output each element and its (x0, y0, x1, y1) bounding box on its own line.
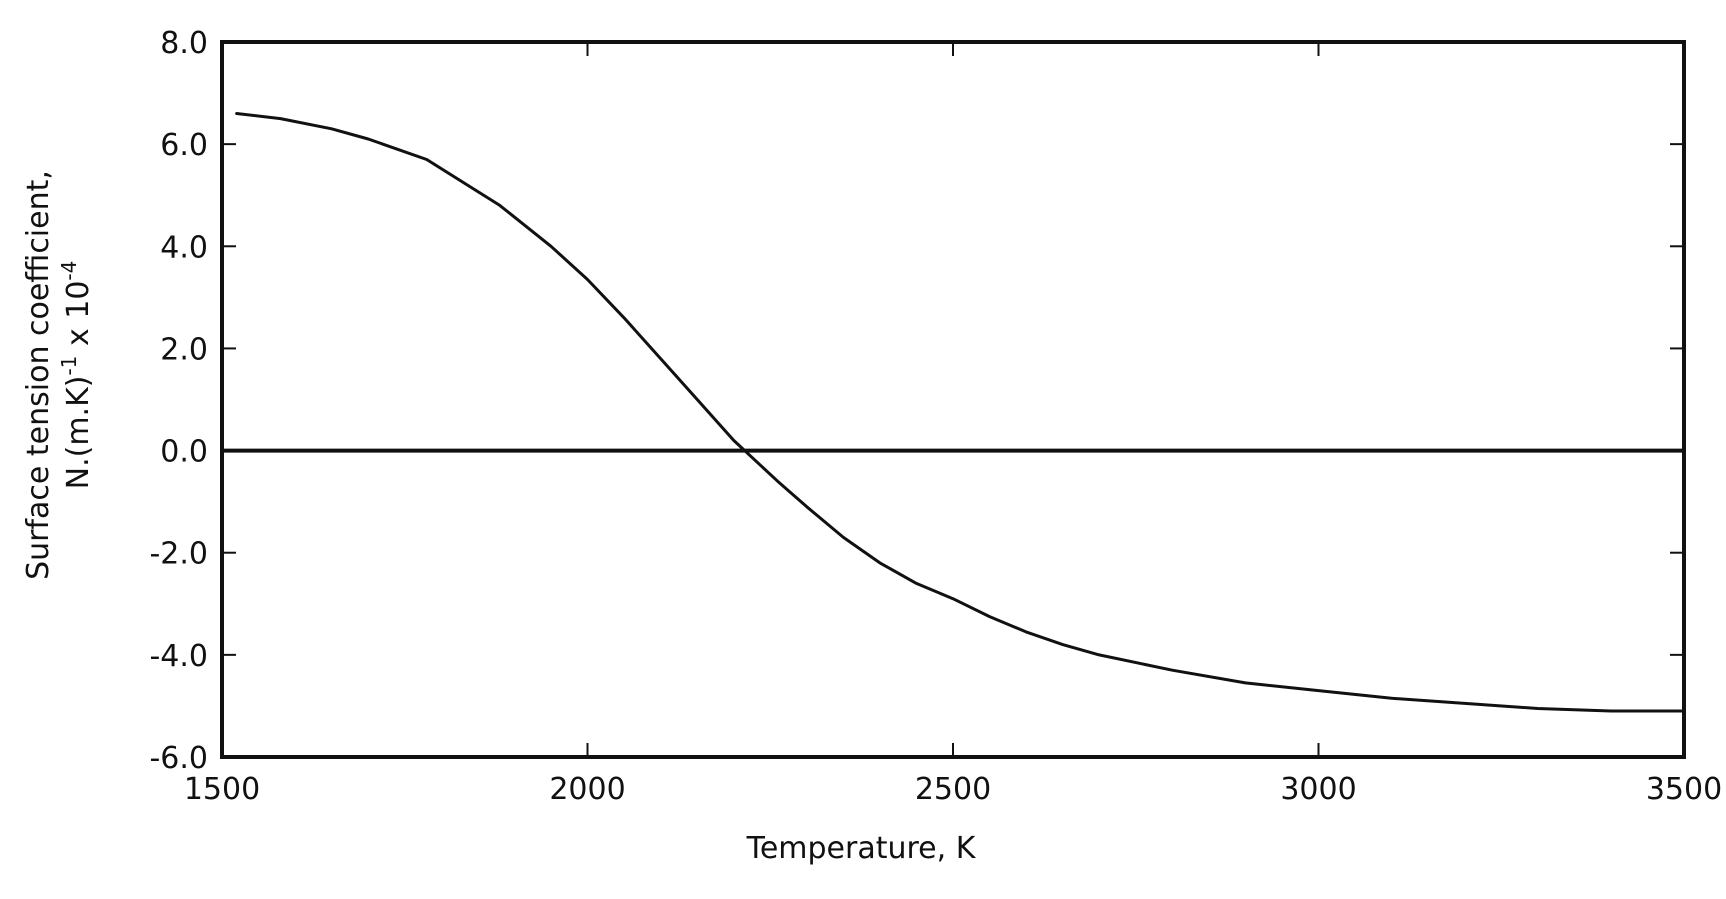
y-tick-label: -4.0 (149, 639, 208, 674)
x-tick-label: 2000 (549, 772, 625, 807)
axis-titles: Temperature, K Surface tension coefficie… (21, 170, 977, 866)
y-axis-unit-mid: x 10 (61, 281, 96, 356)
series-line (235, 112, 1686, 713)
plot-area (220, 40, 1686, 759)
y-axis-unit-exp2: -4 (57, 261, 81, 281)
x-tick-label: 3500 (1646, 772, 1722, 807)
x-tick-label: 2500 (915, 772, 991, 807)
ticks: 1500 2000 2500 3000 3500 8.0 6.0 4.0 2.0 0.0 -2.0 -… (149, 26, 1722, 807)
y-axis-unit-base: N.(m.K) (61, 376, 96, 490)
x-axis-title: Temperature, K (746, 831, 977, 866)
y-axis-unit-exp1: -1 (57, 356, 81, 376)
y-tick-label: 2.0 (160, 332, 208, 367)
y-tick-label: 6.0 (160, 128, 208, 163)
x-tick-label: 1500 (184, 772, 260, 807)
y-tick-label: 0.0 (160, 435, 208, 470)
y-tick-label: 8.0 (160, 26, 208, 61)
y-tick-label: -2.0 (149, 537, 208, 572)
y-axis-title-line2: N.(m.K)-1 x 10-4 (57, 261, 96, 490)
y-tick-label: 4.0 (160, 230, 208, 265)
x-tick-label: 3000 (1280, 772, 1356, 807)
y-tick-label: -6.0 (149, 741, 208, 776)
y-axis-title-line1: Surface tension coefficient, (21, 170, 56, 580)
plot-frame (220, 40, 1686, 759)
